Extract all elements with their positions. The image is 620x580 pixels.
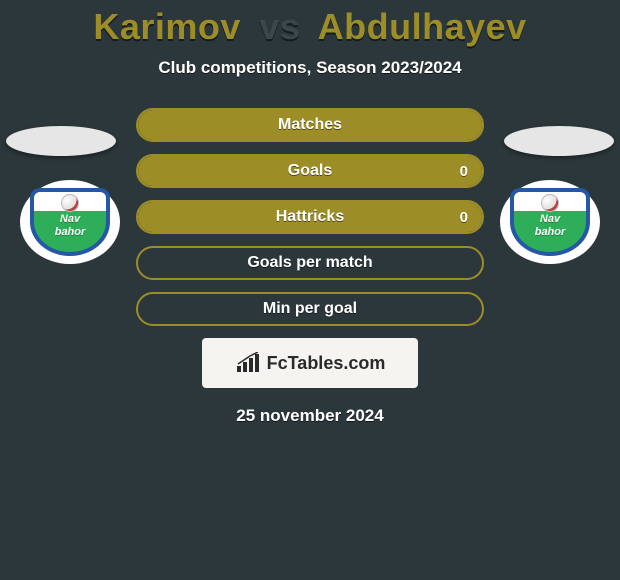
- bar-row-matches: Matches: [136, 108, 484, 142]
- bar-row-hattricks: Hattricks 0: [136, 200, 484, 234]
- subtitle: Club competitions, Season 2023/2024: [0, 58, 620, 78]
- fctables-logo-text: FcTables.com: [267, 353, 386, 374]
- bar-right-value: 0: [460, 202, 468, 232]
- badge-text-line2: bahor: [535, 227, 566, 238]
- bar-fill: [138, 202, 482, 232]
- date-text: 25 november 2024: [0, 406, 620, 426]
- badge-shield: Nav bahor: [30, 188, 110, 256]
- bar-row-goals-per-match: Goals per match: [136, 246, 484, 280]
- bar-row-goals: Goals 0: [136, 154, 484, 188]
- player2-club-badge: Nav bahor: [500, 180, 600, 264]
- player1-club-badge: Nav bahor: [20, 180, 120, 264]
- bar-label: Min per goal: [138, 294, 482, 324]
- soccer-ball-icon: [61, 194, 79, 212]
- soccer-ball-icon: [541, 194, 559, 212]
- badge-text-line2: bahor: [55, 227, 86, 238]
- badge-shield: Nav bahor: [510, 188, 590, 256]
- bar-row-min-per-goal: Min per goal: [136, 292, 484, 326]
- bar-fill: [138, 156, 482, 186]
- badge-text-line1: Nav: [60, 214, 80, 225]
- fctables-logo-box: FcTables.com: [202, 338, 418, 388]
- player2-photo-placeholder: [504, 126, 614, 156]
- bar-right-value: 0: [460, 156, 468, 186]
- bar-fill: [138, 110, 482, 140]
- player2-name: Abdulhayev: [318, 6, 527, 47]
- bar-chart-icon: [235, 352, 261, 374]
- badge-text-line1: Nav: [540, 214, 560, 225]
- player1-name: Karimov: [93, 6, 241, 47]
- vs-separator: vs: [259, 6, 300, 47]
- page-title: Karimov vs Abdulhayev: [0, 0, 620, 48]
- bar-label: Goals per match: [138, 248, 482, 278]
- player1-photo-placeholder: [6, 126, 116, 156]
- comparison-bars: Matches Goals 0 Hattricks 0 Goals per ma…: [136, 108, 484, 326]
